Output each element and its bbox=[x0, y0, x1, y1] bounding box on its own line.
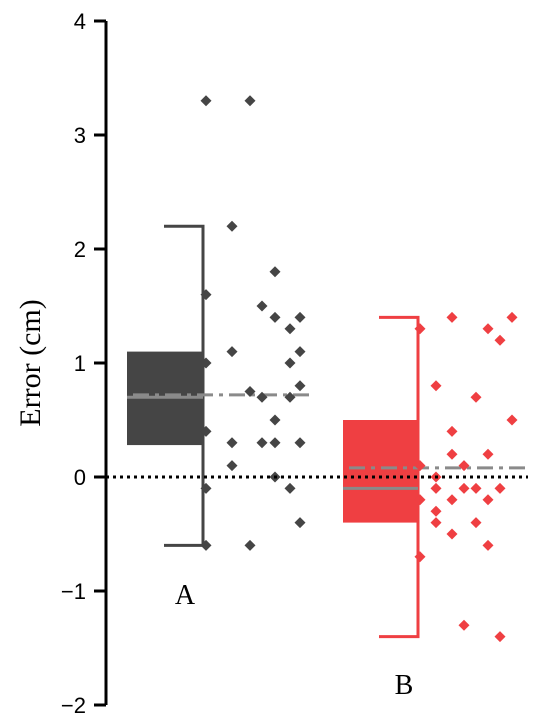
data-point bbox=[294, 380, 306, 392]
data-point bbox=[494, 631, 506, 643]
data-point bbox=[446, 311, 458, 323]
data-point bbox=[244, 95, 256, 107]
y-axis: 4 3 2 1 0 −1 −2 bbox=[61, 9, 108, 718]
data-point bbox=[284, 482, 296, 494]
data-point bbox=[256, 300, 268, 312]
data-point bbox=[226, 460, 238, 472]
y-axis-title: Error (cm) bbox=[14, 299, 47, 426]
group-B: B bbox=[343, 311, 527, 701]
data-point bbox=[458, 482, 470, 494]
data-point bbox=[470, 482, 482, 494]
data-point bbox=[446, 425, 458, 437]
y-tick-label: 2 bbox=[74, 237, 86, 262]
data-point bbox=[284, 357, 296, 369]
data-point bbox=[284, 323, 296, 335]
data-point bbox=[494, 482, 506, 494]
data-point bbox=[506, 414, 518, 426]
data-point bbox=[414, 551, 426, 563]
data-point bbox=[200, 289, 212, 301]
y-tick-label: 1 bbox=[74, 351, 86, 376]
data-point bbox=[256, 391, 268, 403]
data-point bbox=[458, 619, 470, 631]
data-point bbox=[200, 425, 212, 437]
data-point bbox=[284, 391, 296, 403]
data-point bbox=[226, 437, 238, 449]
data-point bbox=[446, 528, 458, 540]
data-point bbox=[430, 505, 442, 517]
data-point bbox=[200, 357, 212, 369]
y-tick-label: 3 bbox=[74, 123, 86, 148]
y-tick-label: 0 bbox=[74, 465, 86, 490]
data-point bbox=[269, 414, 281, 426]
data-point bbox=[482, 323, 494, 335]
data-point bbox=[294, 346, 306, 358]
data-point bbox=[269, 311, 281, 323]
data-point bbox=[200, 482, 212, 494]
data-point bbox=[294, 517, 306, 529]
data-point bbox=[430, 517, 442, 529]
data-point bbox=[244, 386, 256, 397]
data-point bbox=[200, 539, 212, 551]
data-point bbox=[458, 460, 470, 472]
data-point bbox=[482, 539, 494, 551]
group-label-B: B bbox=[395, 670, 414, 701]
data-point bbox=[470, 391, 482, 403]
data-point bbox=[414, 494, 426, 506]
data-point bbox=[244, 539, 256, 551]
group-label-A: A bbox=[175, 580, 196, 611]
data-point bbox=[482, 494, 494, 506]
group-A: A bbox=[127, 95, 310, 611]
data-point bbox=[446, 448, 458, 460]
data-point bbox=[200, 95, 212, 107]
iqr-box bbox=[343, 420, 418, 523]
y-tick-label: −2 bbox=[61, 693, 86, 718]
data-point bbox=[414, 460, 426, 472]
data-point bbox=[294, 437, 306, 449]
data-point bbox=[226, 220, 238, 232]
data-point bbox=[430, 482, 442, 494]
data-point bbox=[506, 311, 518, 323]
data-point bbox=[294, 311, 306, 323]
data-point bbox=[482, 448, 494, 460]
data-point bbox=[414, 323, 426, 335]
plot-area: AB bbox=[127, 95, 527, 701]
data-point bbox=[269, 437, 281, 449]
data-point bbox=[256, 437, 268, 449]
data-point bbox=[430, 380, 442, 392]
y-tick-label: 4 bbox=[74, 9, 86, 34]
data-point bbox=[494, 334, 506, 346]
y-tick-label: −1 bbox=[61, 579, 86, 604]
data-point bbox=[226, 346, 238, 358]
data-point bbox=[269, 266, 281, 278]
data-point bbox=[470, 517, 482, 529]
data-point bbox=[446, 494, 458, 506]
